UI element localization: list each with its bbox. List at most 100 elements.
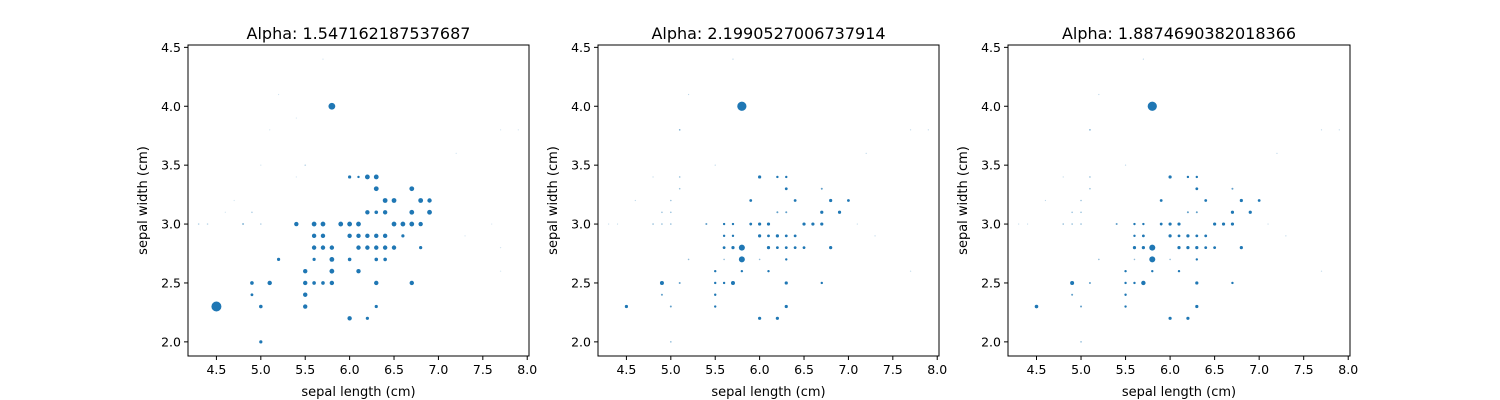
scatter-point [338,221,344,227]
scatter-point [1186,234,1190,238]
scatter-point [1186,211,1189,214]
scatter-point [669,305,672,308]
scatter-point [660,293,663,296]
scatter-point [767,234,770,238]
x-axis-label: sepal length (cm) [711,385,825,400]
scatter-point [767,269,770,273]
scatter-point [295,117,297,119]
scatter-point [409,221,415,227]
scatter-points [608,58,929,343]
scatter-point [1080,223,1082,225]
scatter-point [303,280,308,286]
scatter-point [1142,58,1144,60]
scatter-point [1231,187,1234,190]
scatter-point [737,101,747,111]
scatter-point [714,305,717,308]
scatter-point [1089,176,1091,178]
scatter-point [1080,341,1082,343]
scatter-point [329,280,335,286]
scatter-point [678,281,681,284]
scatter-point [731,222,735,226]
scatter-point [1186,316,1190,320]
scatter-point [722,246,726,250]
scatter-point [517,129,519,131]
scatter-point [455,152,457,154]
x-tick-label: 5.0 [661,362,681,377]
scatter-point [1159,222,1163,226]
scatter-point [409,186,415,192]
scatter-point [785,175,788,179]
scatter-point [322,58,324,60]
scatter-point [758,316,762,320]
scatter-point [206,223,209,225]
scatter-point [837,210,842,214]
scatter-point [400,221,406,227]
scatter-point [382,233,388,239]
scatter-point [766,246,771,250]
scatter-point [242,223,245,226]
scatter-point [197,223,200,225]
x-tick-label: 7.5 [473,362,493,377]
scatter-point [758,175,762,179]
scatter-point [1098,93,1100,96]
scatter-point [374,245,379,250]
scatter-point [1098,258,1100,261]
x-tick-label: 5.5 [1116,362,1136,377]
scatter-point [329,268,335,274]
scatter-point [1124,269,1127,273]
scatter-point [224,211,226,213]
scatter-point [373,186,379,192]
x-tick-label: 6.0 [750,362,770,377]
scatter-point [374,280,379,286]
scatter-point [1177,246,1181,250]
scatter-point [749,199,753,202]
scatter-point [909,270,912,272]
scatter-point [347,221,353,227]
scatter-point [418,198,424,203]
scatter-point [714,293,717,296]
scatter-point [365,316,369,320]
scatter-point [652,176,654,178]
scatter-point [1089,187,1091,190]
scatter-point [277,93,280,96]
scatter-point [259,340,263,344]
scatter-point [723,258,725,261]
scatter-point [304,164,307,166]
scatter-point [1071,293,1074,296]
scatter-point [1141,234,1145,238]
scatter-point [320,245,326,250]
x-tick-label: 5.0 [251,362,271,377]
scatter-point [678,187,681,190]
scatter-point [687,258,690,261]
scatter-point [1213,246,1217,250]
x-tick-label: 6.5 [384,362,404,377]
scatter-point [347,257,352,262]
scatter-point [1168,222,1172,226]
x-tick-label: 8.0 [927,362,947,377]
scatter-point [1186,246,1190,250]
scatter-point [419,246,423,250]
y-tick-label: 2.0 [981,334,1001,349]
x-axis-ticks: 4.5 5.0 5.5 6.0 6.5 7.0 7.5 8.0 [616,356,947,377]
scatter-point [776,211,779,214]
scatter-point [722,222,726,226]
y-tick-label: 3.0 [571,217,591,232]
scatter-point [464,235,466,237]
scatter-point [1124,305,1127,308]
y-tick-label: 4.0 [161,99,181,114]
x-tick-label: 7.0 [428,362,448,377]
scatter-point [1044,199,1047,202]
scatter-point [491,223,493,225]
scatter-point [1089,129,1091,131]
scatter-point [251,211,253,214]
scatter-point [1133,234,1136,238]
scatter-point [670,341,672,343]
scatter-point [328,102,336,110]
scatter-points [197,58,519,344]
y-tick-label: 4.5 [571,40,591,55]
scatter-point [738,256,745,263]
scatter-point [1276,152,1278,154]
scatter-point [1204,199,1208,202]
scatter-point [856,223,858,225]
